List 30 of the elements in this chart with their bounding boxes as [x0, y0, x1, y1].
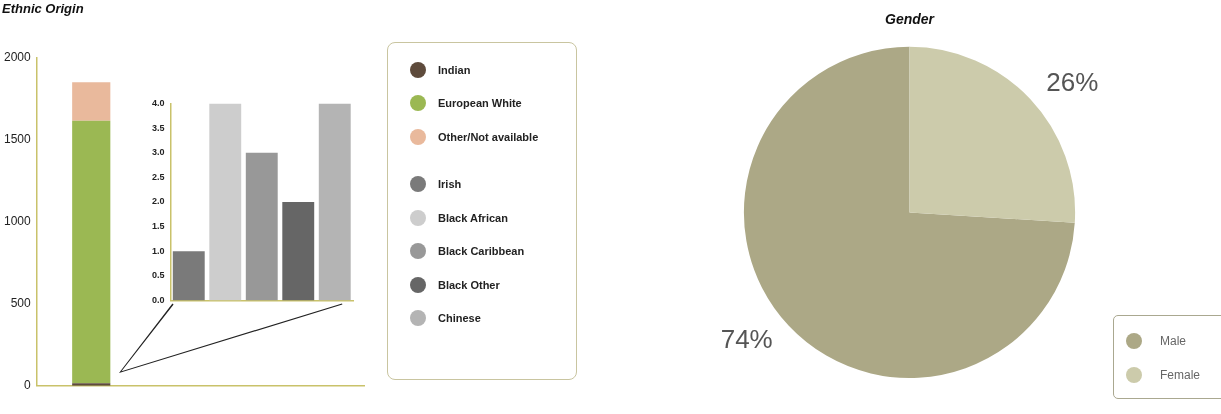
y-tick-label: 0.0: [152, 295, 165, 306]
legend-label: Black Caribbean: [438, 245, 525, 258]
y-tick-label: 2.5: [152, 171, 165, 182]
legend-label: Black Other: [438, 278, 500, 291]
y-tick-label: 1.0: [152, 245, 165, 256]
legend-label: Indian: [438, 63, 471, 76]
bar: [72, 120, 111, 384]
legend-label: Black African: [438, 211, 508, 224]
legend-label: Irish: [438, 178, 462, 191]
data-label: 74%: [720, 323, 773, 354]
y-tick-label: 500: [10, 296, 32, 311]
legend-label: Chinese: [438, 312, 481, 325]
y-tick-label: 3.0: [152, 147, 165, 158]
y-tick-label: 0: [24, 378, 32, 393]
y-tick-label: 2.0: [152, 196, 165, 207]
legend-label: European White: [438, 97, 522, 110]
y-tick-label: 3.5: [152, 122, 165, 133]
y-tick-label: 0.5: [152, 270, 165, 281]
y-tick-label: 1500: [3, 131, 32, 146]
legend-label: Other/Not available: [438, 130, 539, 143]
chart-title: Gender: [884, 11, 936, 28]
data-label: 26%: [1046, 67, 1099, 98]
y-tick-label: 4.0: [152, 97, 165, 108]
legend-label: Male: [1160, 334, 1187, 348]
legend-label: Female: [1160, 368, 1201, 382]
y-tick-label: 1.5: [152, 221, 165, 232]
y-tick-label: 2000: [3, 49, 32, 64]
chart-title: Ethnic Origin: [2, 1, 84, 17]
bar: [72, 82, 111, 121]
y-tick-label: 1000: [3, 214, 32, 229]
